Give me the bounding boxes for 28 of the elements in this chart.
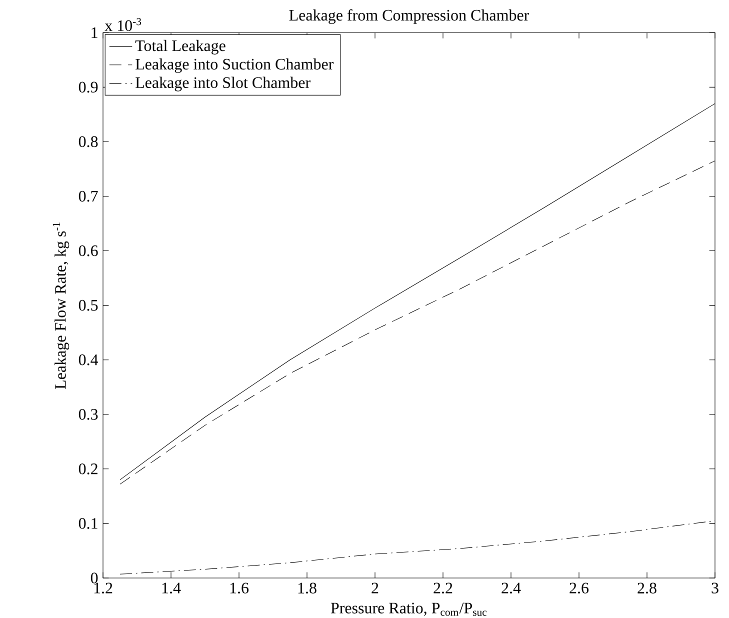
legend-label: Leakage into Suction Chamber <box>136 58 334 73</box>
x-tick-label: 2 <box>372 582 378 594</box>
x-axis-title: Pressure Ratio, P$_{com}$/P$_{suc}$ <box>330 602 487 616</box>
y-tick-label: 0.1 <box>78 518 98 529</box>
x-tick-label: 1.4 <box>162 582 181 594</box>
legend-label: Total Leakage <box>135 40 226 54</box>
y-tick-label: 0.4 <box>78 354 98 366</box>
x-tick-label: 1.8 <box>298 582 316 594</box>
text: x 10$^{-3}$ <box>104 18 142 32</box>
y-tick-label: 0.8 <box>78 136 98 148</box>
x-tick-label: 2.8 <box>638 582 656 594</box>
y-tick-label: 0 <box>90 572 98 584</box>
y-tick-label: 0.9 <box>78 82 98 93</box>
chart-title: Leakage from Compression Chamber <box>289 9 530 24</box>
x-tick-label: 1.2 <box>94 582 112 594</box>
y-axis-title: Leakage Flow Rate, kg s$^{-1}$ <box>52 222 70 389</box>
legend-label: Leakage into Slot Chamber <box>136 76 310 92</box>
y-tick-label: 0.6 <box>78 245 98 256</box>
x-tick-label: 2.4 <box>502 582 521 594</box>
x-tick-label: 3 <box>712 582 718 594</box>
y-tick-label: 0.5 <box>78 300 98 311</box>
x-tick-label: 2.2 <box>434 582 452 594</box>
x-tick-label: 2.6 <box>570 582 589 594</box>
y-tick-label: 0.3 <box>78 408 98 420</box>
y-tick-label: 1 <box>92 27 98 38</box>
x-tick-label: 1.6 <box>230 582 249 594</box>
y-tick-label: 0.7 <box>78 190 98 202</box>
y-tick-label: 0.2 <box>78 463 98 474</box>
